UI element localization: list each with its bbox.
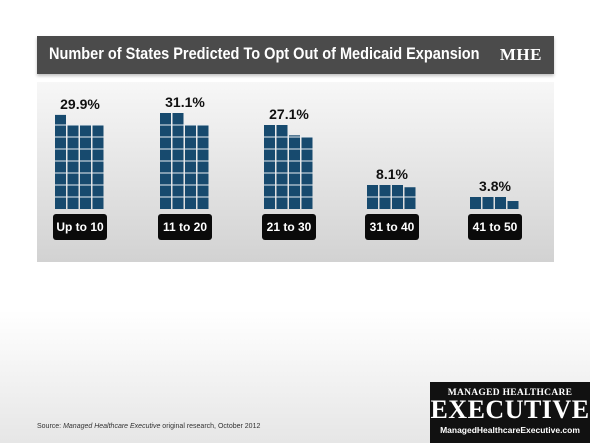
logo-url-text: ManagedHealthcareExecutive.com <box>440 425 580 435</box>
bar-column <box>482 197 494 209</box>
bar-column <box>289 135 300 209</box>
bar-column <box>470 197 481 209</box>
title-bar: Number of States Predicted To Opt Out of… <box>37 36 554 74</box>
chart-title: Number of States Predicted To Opt Out of… <box>49 45 480 63</box>
source-note: Source: Managed Healthcare Executive ori… <box>37 423 261 430</box>
category-box <box>365 214 419 240</box>
category-box <box>262 214 316 240</box>
bar-group-5: 3.8% 41 to 50 <box>468 178 522 240</box>
category-label: 41 to 50 <box>473 220 518 234</box>
source-publication: Managed Healthcare Executive <box>63 423 161 430</box>
bar-group-1: 29.9% Up to 10 <box>53 96 107 240</box>
bar-column <box>404 187 416 209</box>
category-box <box>158 214 212 240</box>
bar-chart: 29.9% Up to 10 31.1% 11 to 20 27.1% 21 to 30 8… <box>53 94 522 240</box>
bar-column <box>276 125 288 209</box>
value-label: 8.1% <box>376 166 408 182</box>
bar-column <box>264 125 275 209</box>
bar-column <box>67 125 79 209</box>
value-label: 29.9% <box>60 96 100 112</box>
bar-group-4: 8.1% 31 to 40 <box>365 166 419 240</box>
bar-column <box>495 197 506 209</box>
value-label: 27.1% <box>269 106 309 122</box>
bar-column <box>185 125 196 209</box>
bar-group-3: 27.1% 21 to 30 <box>262 106 316 240</box>
bar-column <box>92 125 104 209</box>
category-box <box>468 214 522 240</box>
executive-logo: MANAGED HEALTHCARE EXECUTIVE ManagedHeal… <box>430 382 590 443</box>
bar-group-2: 31.1% 11 to 20 <box>158 94 212 240</box>
bar-column <box>507 201 519 209</box>
category-label: 11 to 20 <box>163 220 207 234</box>
logo-main-text: EXECUTIVE <box>430 395 590 424</box>
logo-top-text: MANAGED HEALTHCARE <box>447 388 573 398</box>
bar-column <box>197 125 209 209</box>
value-label: 3.8% <box>479 178 511 194</box>
bar-column <box>55 114 66 209</box>
value-label: 31.1% <box>165 94 205 110</box>
bar-column <box>80 125 91 209</box>
category-box <box>53 214 107 240</box>
category-label: 21 to 30 <box>267 220 312 234</box>
mhe-logo: MHE <box>499 45 542 64</box>
category-label: 31 to 40 <box>370 220 415 234</box>
category-label: Up to 10 <box>56 220 104 234</box>
